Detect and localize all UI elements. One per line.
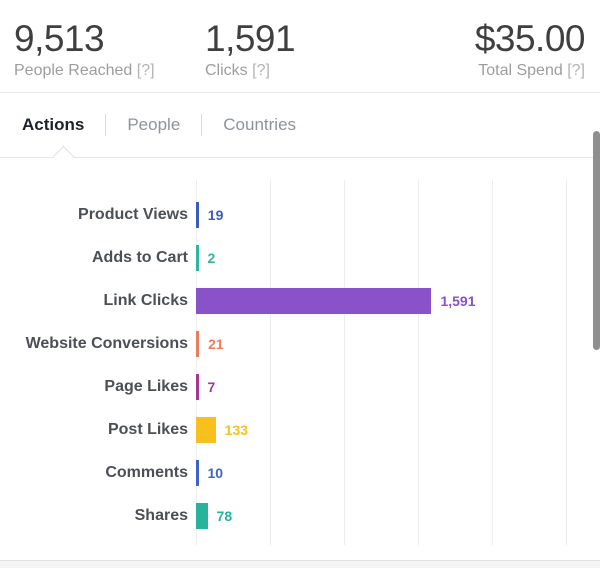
bar-area-page-likes: 7 — [196, 373, 216, 400]
category-label-link-clicks: Link Clicks — [103, 291, 188, 309]
tab-underline — [0, 145, 600, 168]
chart-row-shares: Shares 78 — [0, 494, 600, 537]
total-spend-value: $35.00 — [474, 18, 586, 59]
bar-value-link-clicks: 1,591 — [440, 292, 476, 309]
clicks-help-icon[interactable]: [?] — [252, 62, 270, 79]
clicks-value: 1,591 — [205, 18, 296, 59]
chart-row-adds-to-cart: Adds to Cart 2 — [0, 236, 600, 279]
category-label-adds-to-cart: Adds to Cart — [92, 248, 188, 266]
clicks-label-text: Clicks — [205, 62, 248, 79]
bar-area-link-clicks: 1,591 — [196, 287, 476, 314]
bar-area-website-conversions: 21 — [196, 330, 224, 357]
stat-total-spend: $35.00 Total Spend [?] — [474, 18, 586, 80]
bar-value-post-likes: 133 — [224, 421, 249, 438]
bottom-divider — [0, 560, 600, 568]
category-label-shares: Shares — [134, 506, 188, 524]
active-tab-caret — [52, 145, 75, 168]
chart-row-comments: Comments 10 — [0, 451, 600, 494]
clicks-label: Clicks [?] — [205, 62, 475, 80]
stat-people-reached: 9,513 People Reached [?] — [14, 19, 205, 80]
chart-rows: Product Views 19 Adds to Cart 2 Link Clicks 1… — [0, 193, 600, 537]
total-spend-label: Total Spend [?] — [475, 62, 585, 80]
tab-countries[interactable]: Countries — [223, 115, 297, 134]
bar-value-adds-to-cart: 2 — [207, 249, 216, 266]
bar-area-post-likes: 133 — [196, 416, 249, 443]
bar-post-likes[interactable] — [196, 416, 216, 443]
bar-comments[interactable] — [196, 459, 199, 486]
bar-value-comments: 10 — [207, 464, 224, 481]
stat-clicks: 1,591 Clicks [?] — [205, 19, 475, 80]
tab-actions[interactable]: Actions — [22, 115, 85, 134]
bar-value-shares: 78 — [216, 507, 233, 524]
scrollbar-thumb[interactable] — [593, 131, 600, 350]
bar-link-clicks[interactable] — [196, 287, 432, 314]
category-label-website-conversions: Website Conversions — [25, 334, 188, 352]
total-spend-help-icon[interactable]: [?] — [567, 62, 585, 79]
bar-product-views[interactable] — [196, 201, 199, 228]
total-spend-label-text: Total Spend — [478, 62, 563, 79]
chart-row-website-conversions: Website Conversions 21 — [0, 322, 600, 365]
category-label-page-likes: Page Likes — [104, 377, 188, 395]
bar-adds-to-cart[interactable] — [196, 244, 199, 271]
bar-area-shares: 78 — [196, 502, 233, 529]
summary-stats-header: 9,513 People Reached [?] 1,591 Clicks [?… — [0, 0, 600, 93]
people-reached-label: People Reached [?] — [14, 62, 205, 80]
chart-row-product-views: Product Views 19 — [0, 193, 600, 236]
bar-area-adds-to-cart: 2 — [196, 244, 216, 271]
bar-shares[interactable] — [196, 502, 208, 529]
chart-row-post-likes: Post Likes 133 — [0, 408, 600, 451]
people-reached-help-icon[interactable]: [?] — [136, 62, 155, 79]
chart-row-link-clicks: Link Clicks 1,591 — [0, 279, 600, 322]
tab-divider — [105, 114, 107, 136]
tab-people[interactable]: People — [127, 115, 181, 134]
category-label-post-likes: Post Likes — [107, 420, 188, 438]
bar-page-likes[interactable] — [196, 373, 199, 400]
chart-row-page-likes: Page Likes 7 — [0, 365, 600, 408]
category-label-comments: Comments — [105, 463, 188, 481]
actions-bar-chart: Product Views 19 Adds to Cart 2 Link Clicks 1… — [0, 180, 600, 545]
tab-divider — [201, 114, 203, 136]
bar-area-product-views: 19 — [196, 201, 224, 228]
bar-value-website-conversions: 21 — [208, 335, 224, 352]
bar-value-product-views: 19 — [207, 206, 224, 223]
tab-bar: Actions People Countries — [0, 93, 600, 137]
people-reached-label-text: People Reached — [14, 62, 133, 79]
people-reached-value: 9,513 — [14, 18, 105, 59]
bar-area-comments: 10 — [196, 459, 224, 486]
category-label-product-views: Product Views — [78, 205, 188, 223]
bar-value-page-likes: 7 — [207, 378, 216, 395]
bar-website-conversions[interactable] — [196, 330, 200, 357]
